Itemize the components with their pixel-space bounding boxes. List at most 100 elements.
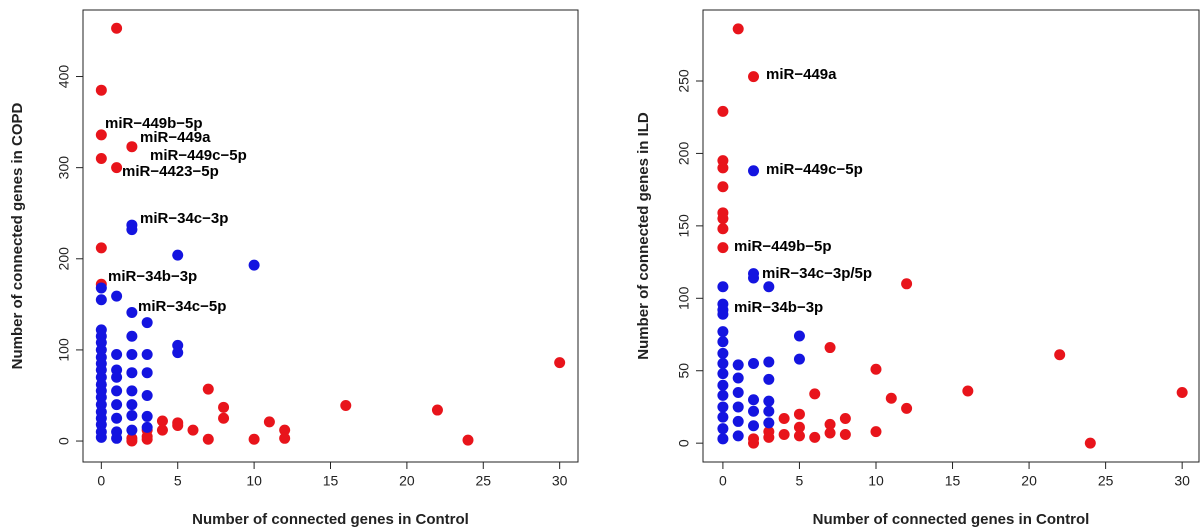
point xyxy=(732,386,744,398)
point xyxy=(763,373,775,385)
point xyxy=(732,401,744,413)
point xyxy=(111,162,123,174)
point xyxy=(763,417,775,429)
point xyxy=(111,412,123,424)
annotation: miR−449a xyxy=(766,66,837,83)
point xyxy=(111,371,123,383)
annotation: miR−34c−3p xyxy=(140,210,228,227)
point xyxy=(218,412,230,424)
point xyxy=(732,23,744,35)
x-tick-label: 15 xyxy=(323,473,339,489)
annotation: miR−449c−5p xyxy=(150,147,247,164)
point xyxy=(717,181,729,193)
point xyxy=(717,433,729,445)
point xyxy=(717,223,729,235)
point xyxy=(793,408,805,420)
point xyxy=(732,430,744,442)
x-tick-label: 20 xyxy=(399,473,415,489)
point xyxy=(126,367,138,379)
y-tick-label: 400 xyxy=(56,65,72,89)
point xyxy=(717,347,729,359)
point xyxy=(126,435,138,447)
x-tick-label: 0 xyxy=(97,473,105,489)
point xyxy=(172,420,184,432)
annotation: miR−34b−3p xyxy=(734,299,823,316)
point xyxy=(202,383,214,395)
point xyxy=(824,342,836,354)
point xyxy=(141,410,153,422)
point xyxy=(839,428,851,440)
point xyxy=(901,402,913,414)
point xyxy=(793,421,805,433)
point xyxy=(748,71,760,83)
point xyxy=(172,249,184,261)
point xyxy=(717,401,729,413)
point xyxy=(717,326,729,338)
x-axis-label: Number of connected genes in Control xyxy=(813,511,1090,528)
y-tick-label: 200 xyxy=(676,142,692,166)
point xyxy=(809,388,821,400)
point xyxy=(809,431,821,443)
point xyxy=(126,410,138,422)
plot: 0 5 10 15 20 25 30 0 50 100 150 200 250 Number of con… xyxy=(635,9,1200,528)
point xyxy=(763,405,775,417)
point xyxy=(717,308,729,320)
point xyxy=(748,405,760,417)
point xyxy=(126,224,138,236)
point xyxy=(763,395,775,407)
point xyxy=(717,242,729,254)
point xyxy=(748,420,760,432)
x-tick-label: 5 xyxy=(796,473,804,489)
y-tick-label: 300 xyxy=(56,156,72,180)
point xyxy=(141,389,153,401)
point xyxy=(748,272,760,284)
point xyxy=(717,379,729,391)
point xyxy=(95,431,107,443)
point xyxy=(263,416,275,428)
annotation: miR−449a xyxy=(140,129,211,146)
annotation: miR−449b−5p xyxy=(734,238,832,255)
point xyxy=(187,424,199,436)
point xyxy=(717,368,729,380)
x-tick-label: 10 xyxy=(246,473,262,489)
point xyxy=(748,165,760,177)
point xyxy=(141,433,153,445)
point xyxy=(717,105,729,117)
point xyxy=(732,372,744,384)
point xyxy=(248,259,260,271)
point xyxy=(717,336,729,348)
point xyxy=(141,367,153,379)
point xyxy=(778,413,790,425)
point xyxy=(340,400,352,411)
point xyxy=(126,424,138,436)
point xyxy=(717,423,729,435)
point xyxy=(141,421,153,433)
point xyxy=(111,432,123,444)
point xyxy=(748,433,760,445)
x-tick-label: 5 xyxy=(174,473,182,489)
point xyxy=(732,415,744,427)
x-tick-label: 20 xyxy=(1021,473,1037,489)
point xyxy=(962,385,974,397)
point xyxy=(95,153,107,165)
annotation: miR−449c−5p xyxy=(766,161,863,178)
point xyxy=(717,411,729,423)
y-axis-label: Number of connected genes in COPD xyxy=(9,102,26,369)
y-axis-label: Number of connected genes in ILD xyxy=(635,112,652,360)
point xyxy=(793,330,805,342)
x-tick-label: 10 xyxy=(868,473,884,489)
point xyxy=(763,356,775,368)
point xyxy=(111,348,123,360)
y-tick-label: 0 xyxy=(676,439,692,447)
point xyxy=(202,433,214,445)
y-tick-label: 100 xyxy=(676,286,692,310)
point xyxy=(126,348,138,360)
point xyxy=(141,348,153,360)
point xyxy=(1054,349,1066,361)
point xyxy=(95,84,107,96)
plot-frame xyxy=(82,9,579,463)
point xyxy=(279,432,291,444)
point xyxy=(95,242,107,254)
x-tick-label: 25 xyxy=(475,473,491,489)
point xyxy=(218,401,230,413)
